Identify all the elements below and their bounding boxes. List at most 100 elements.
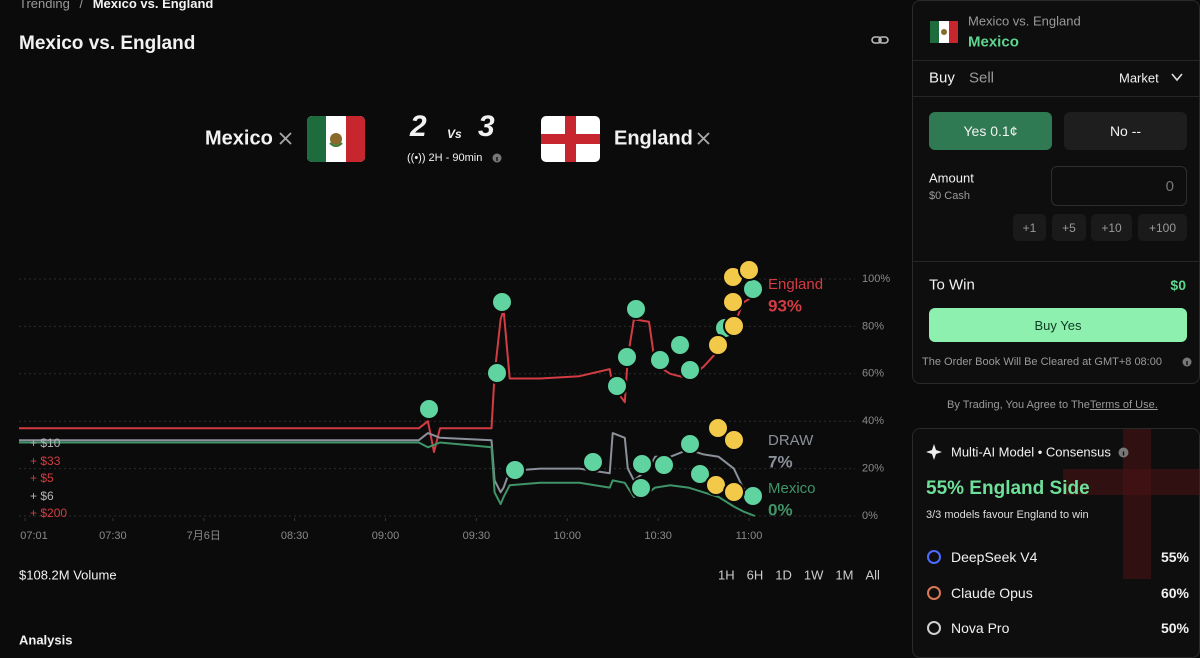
event-marker[interactable] — [679, 359, 701, 381]
icon-shape — [927, 585, 941, 600]
event-marker[interactable] — [625, 298, 647, 320]
event-marker[interactable] — [582, 451, 604, 473]
order-type[interactable]: Market — [1119, 70, 1159, 86]
event-marker[interactable] — [631, 453, 653, 475]
quick-amount[interactable]: +1 — [1013, 214, 1046, 241]
x-icon[interactable] — [279, 132, 292, 145]
trade-entry: + $33 — [30, 453, 61, 468]
price-chart: 0% 20% 40% 60% 80% 100% 07:01 07:30 7月6日 08:30 09:… — [19, 259, 890, 542]
divider — [913, 261, 1199, 262]
terms: By Trading, You Agree to TheTerms of Use… — [947, 399, 1158, 411]
match-status: ((•)) 2H - 90min — [407, 152, 483, 164]
terms-text: By Trading, You Agree to The — [947, 399, 1090, 411]
range-button[interactable]: All — [865, 567, 880, 583]
chevron — [1171, 73, 1183, 82]
info-icon[interactable] — [492, 153, 502, 163]
x-tick-label: 10:00 — [553, 530, 581, 542]
breadcrumb-current: Mexico vs. England — [92, 0, 214, 11]
cash-balance: $0 Cash — [929, 190, 970, 202]
vs-label: Vs — [447, 127, 462, 141]
divider — [913, 96, 1199, 97]
volume: $108.2M Volume — [19, 567, 117, 583]
event-marker[interactable] — [486, 362, 508, 384]
trade-entry: + $200 — [30, 506, 68, 520]
link-icon[interactable] — [871, 33, 889, 47]
event-marker[interactable] — [616, 346, 638, 368]
event-marker[interactable] — [679, 433, 701, 455]
yes-button[interactable]: Yes 0.1¢ — [929, 112, 1052, 150]
series-value-label: 0% — [768, 500, 793, 519]
y-tick-label: 0% — [862, 510, 878, 522]
info-icon[interactable] — [1182, 357, 1192, 367]
mexico-flag — [930, 21, 958, 43]
model-value: 60% — [1160, 584, 1189, 601]
event-marker[interactable] — [742, 278, 764, 300]
terms-link[interactable]: Terms of Use. — [1089, 399, 1158, 411]
trade-marker[interactable] — [723, 481, 745, 503]
no-button[interactable]: No -- — [1064, 112, 1187, 150]
model-icon — [927, 621, 941, 635]
x-tick-label: 07:30 — [99, 530, 127, 542]
trade-marker[interactable] — [723, 315, 745, 337]
quick-amount[interactable]: +5 — [1052, 214, 1086, 241]
y-tick-label: 100% — [862, 273, 890, 285]
breadcrumb: Trending / Mexico vs. England — [19, 0, 213, 11]
event-marker[interactable] — [630, 477, 652, 499]
trade-entry: + $6 — [30, 488, 54, 503]
away-team: England — [614, 127, 693, 150]
model-icon — [927, 585, 941, 600]
range-button[interactable]: 1D — [775, 567, 792, 583]
event-markers — [418, 259, 764, 507]
buy-yes-button[interactable]: Buy Yes — [929, 308, 1187, 342]
event-marker[interactable] — [418, 398, 440, 420]
range-button[interactable]: 1W — [803, 567, 824, 583]
trade-marker[interactable] — [707, 417, 729, 439]
range-button[interactable]: 6H — [746, 567, 764, 583]
icon-shape — [927, 621, 941, 635]
breadcrumb-parent[interactable]: Trending — [19, 0, 70, 11]
event-marker[interactable] — [653, 454, 675, 476]
trade-marker[interactable] — [738, 259, 760, 281]
series-line — [19, 441, 756, 517]
order-panel: Mexico vs. England Mexico Buy Sell Marke… — [912, 0, 1200, 384]
amount-input[interactable]: 0 — [1051, 166, 1187, 206]
event-marker[interactable] — [689, 463, 711, 485]
range-button[interactable]: 1H — [718, 567, 735, 583]
model-name: Claude Opus — [951, 584, 1033, 601]
section-heading: Analysis — [19, 632, 73, 648]
buy-tab[interactable]: Buy — [929, 69, 955, 87]
to-win-value: $0 — [1170, 277, 1186, 293]
trade-entry: + $5 — [30, 471, 54, 485]
mexico-flag — [307, 116, 365, 162]
event-marker[interactable] — [649, 349, 671, 371]
trade-marker[interactable] — [707, 334, 729, 356]
sparkle-icon — [926, 444, 942, 460]
home-score: 2 — [410, 110, 427, 143]
y-tick-label: 80% — [862, 320, 884, 332]
quick-amount[interactable]: +100 — [1138, 214, 1187, 241]
x-tick-label: 07:01 — [20, 530, 48, 542]
x-tick-label: 11:00 — [736, 530, 763, 542]
event-marker[interactable] — [491, 291, 513, 313]
x-icon[interactable] — [697, 132, 710, 145]
quick-amount[interactable]: +10 — [1091, 214, 1132, 241]
model-icon — [927, 550, 941, 564]
england-flag — [541, 116, 600, 162]
model-name: Nova Pro — [951, 620, 1010, 636]
range-button[interactable]: 1M — [835, 567, 854, 583]
event-marker[interactable] — [504, 459, 526, 481]
event-marker[interactable] — [669, 334, 691, 356]
sell-tab[interactable]: Sell — [969, 69, 995, 87]
trade-marker[interactable] — [722, 291, 744, 313]
trade-marker[interactable] — [723, 429, 745, 451]
amount-label: Amount — [929, 170, 974, 186]
x-tick-label: 09:30 — [463, 530, 491, 542]
model-name: DeepSeek V4 — [951, 549, 1038, 565]
event-marker[interactable] — [742, 485, 764, 507]
info-icon[interactable] — [1118, 447, 1129, 458]
x-tick-label: 09:00 — [372, 530, 400, 542]
icon-shape — [927, 550, 941, 564]
breadcrumb-separator: / — [79, 0, 84, 11]
event-marker[interactable] — [606, 375, 628, 397]
